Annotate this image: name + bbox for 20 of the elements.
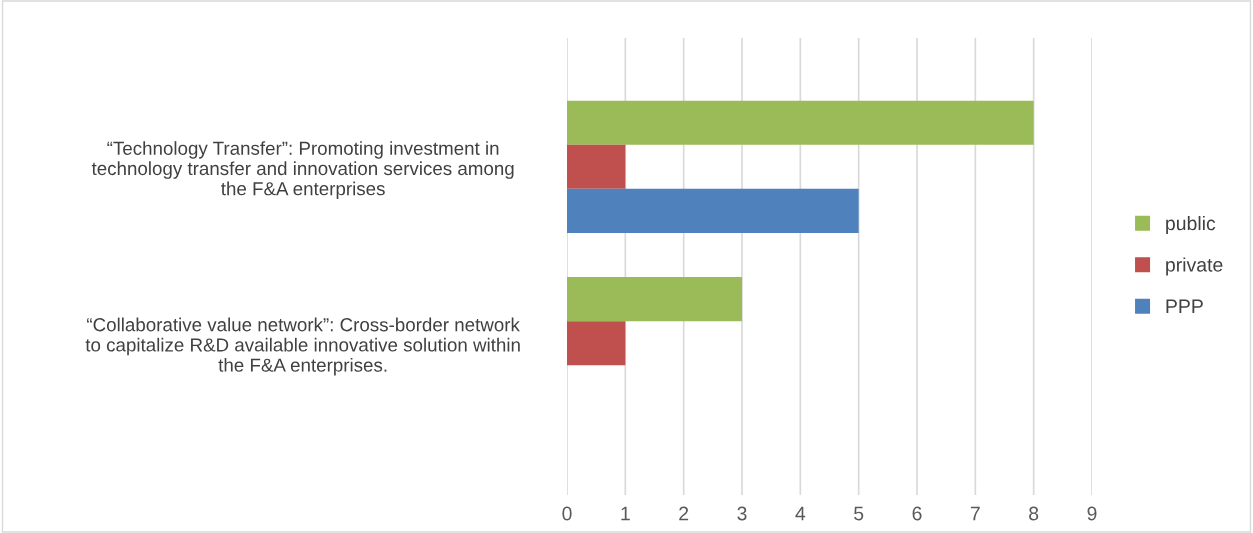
legend-label: public	[1166, 215, 1216, 235]
x-tick-label: 8	[1029, 506, 1039, 521]
x-tick-label: 3	[737, 506, 747, 521]
legend-label: private	[1166, 257, 1223, 276]
x-tick-label: 7	[970, 506, 980, 521]
legend-label: PPP	[1166, 299, 1203, 313]
x-tick-label: 1	[621, 506, 630, 521]
x-tick-label: 9	[1087, 506, 1097, 521]
bar	[567, 144, 626, 189]
x-tick-label: 4	[795, 506, 806, 521]
bar	[567, 321, 626, 366]
x-tick-label: 0	[562, 506, 572, 521]
x-tick-label: 5	[854, 506, 864, 521]
bar	[567, 188, 859, 233]
y-tick-label: “Collaborative value network”: Cross-border network to capitalize R&D available innovative solution within the F&A enterprises.	[85, 317, 520, 376]
bar	[567, 277, 742, 322]
x-tick-label: 2	[679, 506, 689, 521]
y-tick-label: “Technology Transfer”: Promoting investment in technology transfer and innovation services among the F&A enterprises	[91, 141, 514, 200]
x-tick-label: 6	[912, 506, 922, 521]
bar	[567, 100, 1034, 145]
